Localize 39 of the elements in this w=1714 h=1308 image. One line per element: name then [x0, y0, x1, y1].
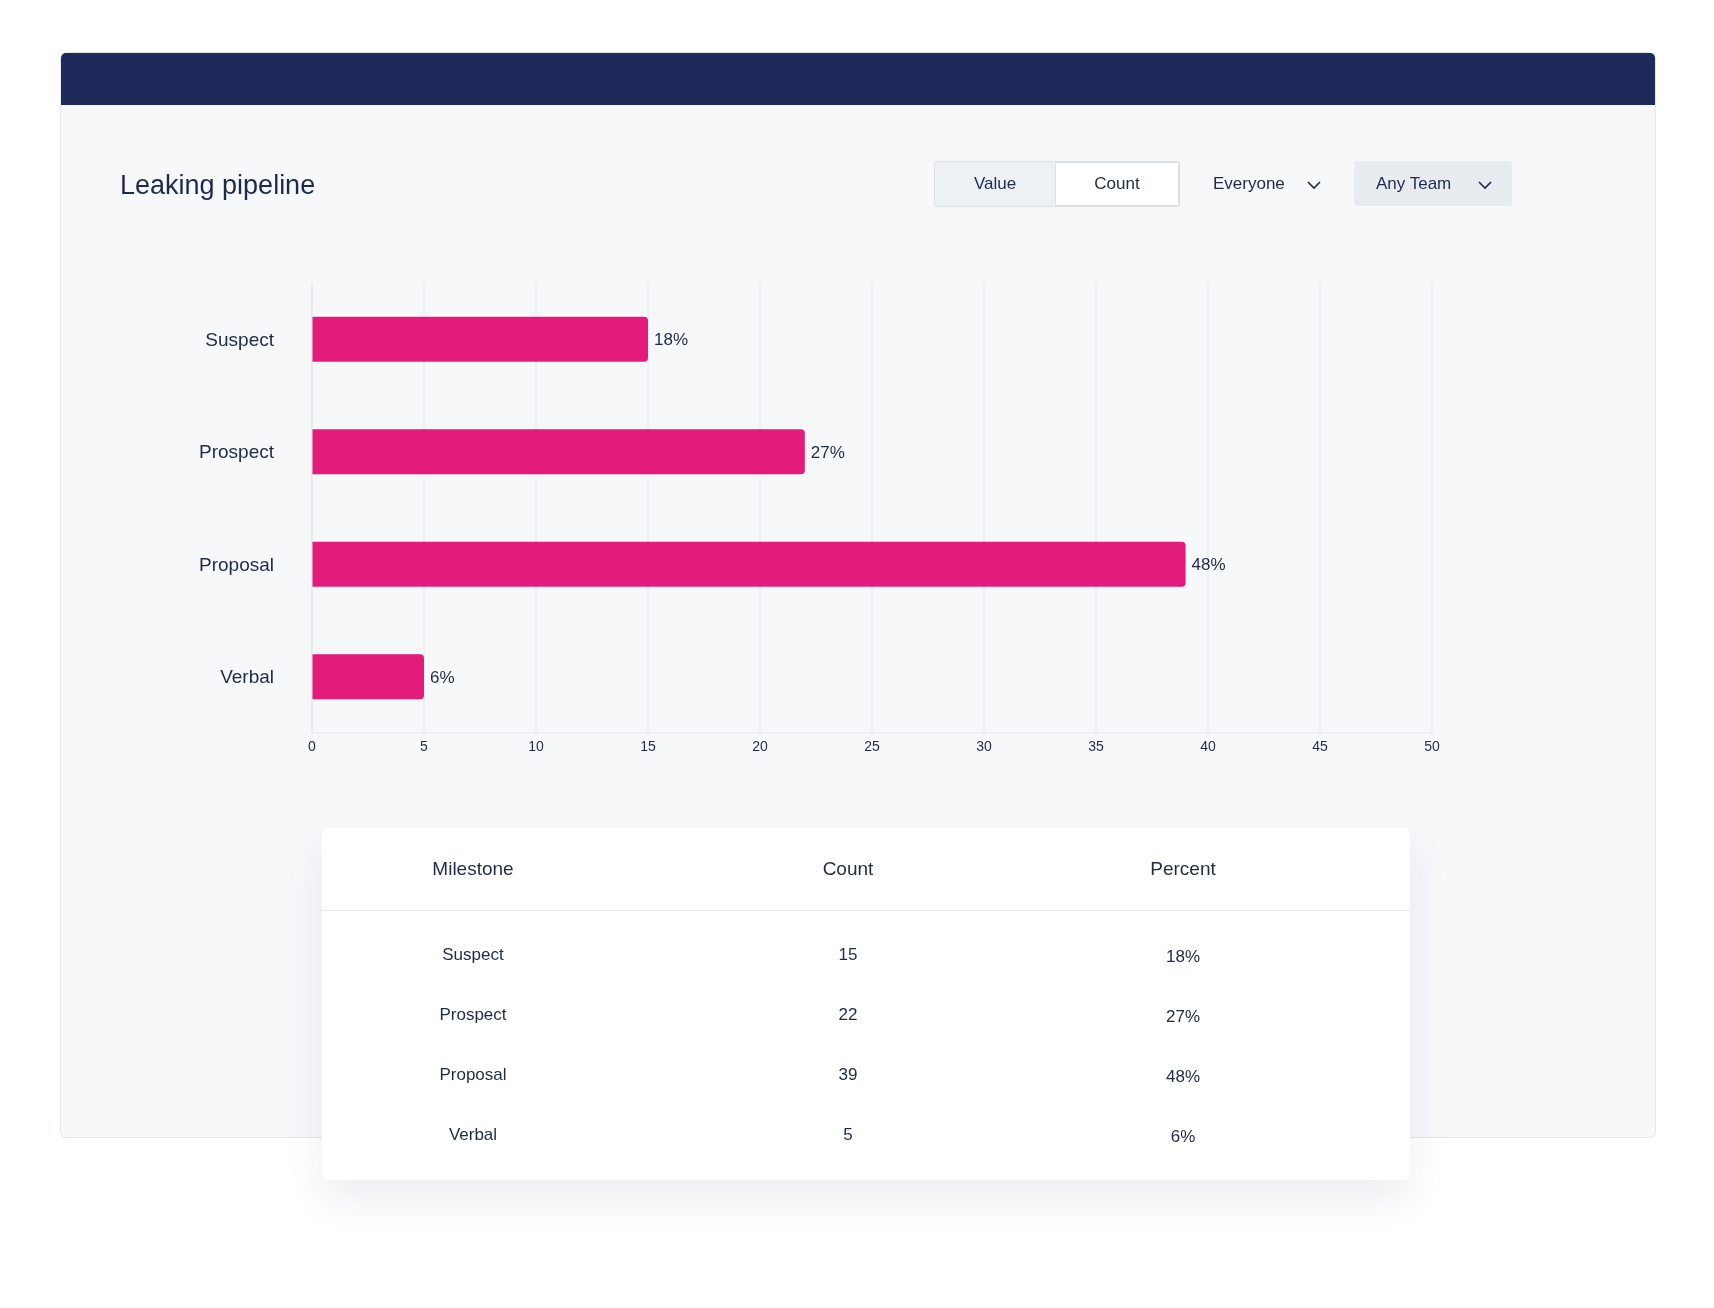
text: 39	[837, 1065, 859, 1085]
x-tick-label: 45	[1312, 737, 1328, 754]
x-tick-label: 30	[976, 737, 992, 754]
text: Everyone	[1213, 174, 1285, 194]
text: 27%	[1165, 1007, 1201, 1026]
text: Count	[1055, 162, 1179, 206]
y-tick-label: Suspect	[205, 328, 275, 350]
text: Any Team	[1376, 174, 1452, 194]
x-tick-label: 25	[864, 737, 880, 754]
x-tick-label: 20	[752, 737, 768, 754]
category-label: Suspect	[442, 945, 504, 964]
text: Count	[821, 858, 875, 880]
x-tick-label: 15	[640, 737, 656, 754]
x-tick-label: 50	[1424, 737, 1440, 754]
text: 48%	[1165, 1067, 1201, 1086]
x-tick-label: 0	[308, 737, 317, 754]
chart-title: Leaking pipeline	[120, 170, 316, 201]
x-tick-label: 10	[528, 737, 544, 754]
text: 15	[837, 945, 859, 965]
y-tick-label: Prospect	[199, 441, 275, 463]
category-label: Proposal	[439, 1065, 507, 1084]
x-tick-label: 5	[420, 737, 429, 754]
text: 18%	[1165, 947, 1201, 966]
text: 6%	[1170, 1127, 1196, 1146]
annotation: 48%	[1191, 555, 1226, 575]
text: Value	[972, 173, 1018, 195]
category-label: Prospect	[439, 1005, 507, 1024]
x-tick-label: 35	[1088, 737, 1104, 754]
x-tick-label: 40	[1200, 737, 1216, 754]
y-tick-label: Verbal	[220, 666, 274, 688]
text: Percent	[1149, 858, 1217, 880]
text: Milestone	[431, 858, 515, 880]
text: 22	[837, 1005, 859, 1025]
annotation: 27%	[810, 442, 845, 462]
annotation: 6%	[430, 667, 455, 687]
text: 5	[842, 1125, 854, 1145]
category-label: Verbal	[448, 1125, 498, 1144]
y-tick-label: Proposal	[199, 553, 274, 575]
annotation: 18%	[654, 330, 689, 350]
